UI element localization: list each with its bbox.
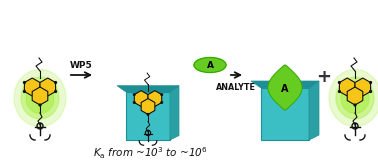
Polygon shape	[141, 99, 155, 114]
Ellipse shape	[21, 77, 59, 119]
Text: K$_\mathrm{a}$ from ~10$^3$ to ~10$^6$: K$_\mathrm{a}$ from ~10$^3$ to ~10$^6$	[93, 145, 208, 161]
Ellipse shape	[336, 77, 374, 119]
Ellipse shape	[161, 94, 163, 95]
Text: +: +	[316, 68, 332, 86]
Polygon shape	[268, 65, 302, 110]
Polygon shape	[251, 81, 319, 88]
Ellipse shape	[133, 94, 135, 95]
Ellipse shape	[339, 91, 340, 92]
Ellipse shape	[370, 82, 372, 83]
Text: ANALYTE: ANALYTE	[216, 83, 256, 92]
Polygon shape	[261, 88, 309, 140]
Polygon shape	[148, 91, 162, 106]
Ellipse shape	[339, 82, 340, 83]
Text: A: A	[281, 84, 289, 95]
Text: A: A	[206, 61, 214, 69]
Polygon shape	[355, 78, 370, 96]
Polygon shape	[117, 86, 179, 92]
Polygon shape	[126, 92, 170, 140]
Polygon shape	[40, 78, 56, 96]
Polygon shape	[170, 86, 179, 140]
Polygon shape	[25, 78, 40, 96]
Polygon shape	[347, 87, 363, 105]
Ellipse shape	[341, 83, 369, 113]
Ellipse shape	[133, 102, 135, 103]
Ellipse shape	[147, 114, 149, 115]
Text: WP5: WP5	[70, 61, 92, 70]
Polygon shape	[339, 78, 355, 96]
Ellipse shape	[329, 69, 378, 127]
Ellipse shape	[370, 91, 372, 92]
Ellipse shape	[194, 57, 226, 72]
Ellipse shape	[55, 82, 56, 83]
Polygon shape	[309, 81, 319, 140]
Ellipse shape	[26, 83, 54, 113]
Ellipse shape	[23, 82, 25, 83]
Ellipse shape	[354, 104, 356, 106]
Polygon shape	[134, 91, 148, 106]
Ellipse shape	[14, 69, 66, 127]
Polygon shape	[32, 87, 48, 105]
Ellipse shape	[23, 91, 25, 92]
Ellipse shape	[39, 104, 41, 106]
Ellipse shape	[55, 91, 56, 92]
Ellipse shape	[161, 102, 163, 103]
